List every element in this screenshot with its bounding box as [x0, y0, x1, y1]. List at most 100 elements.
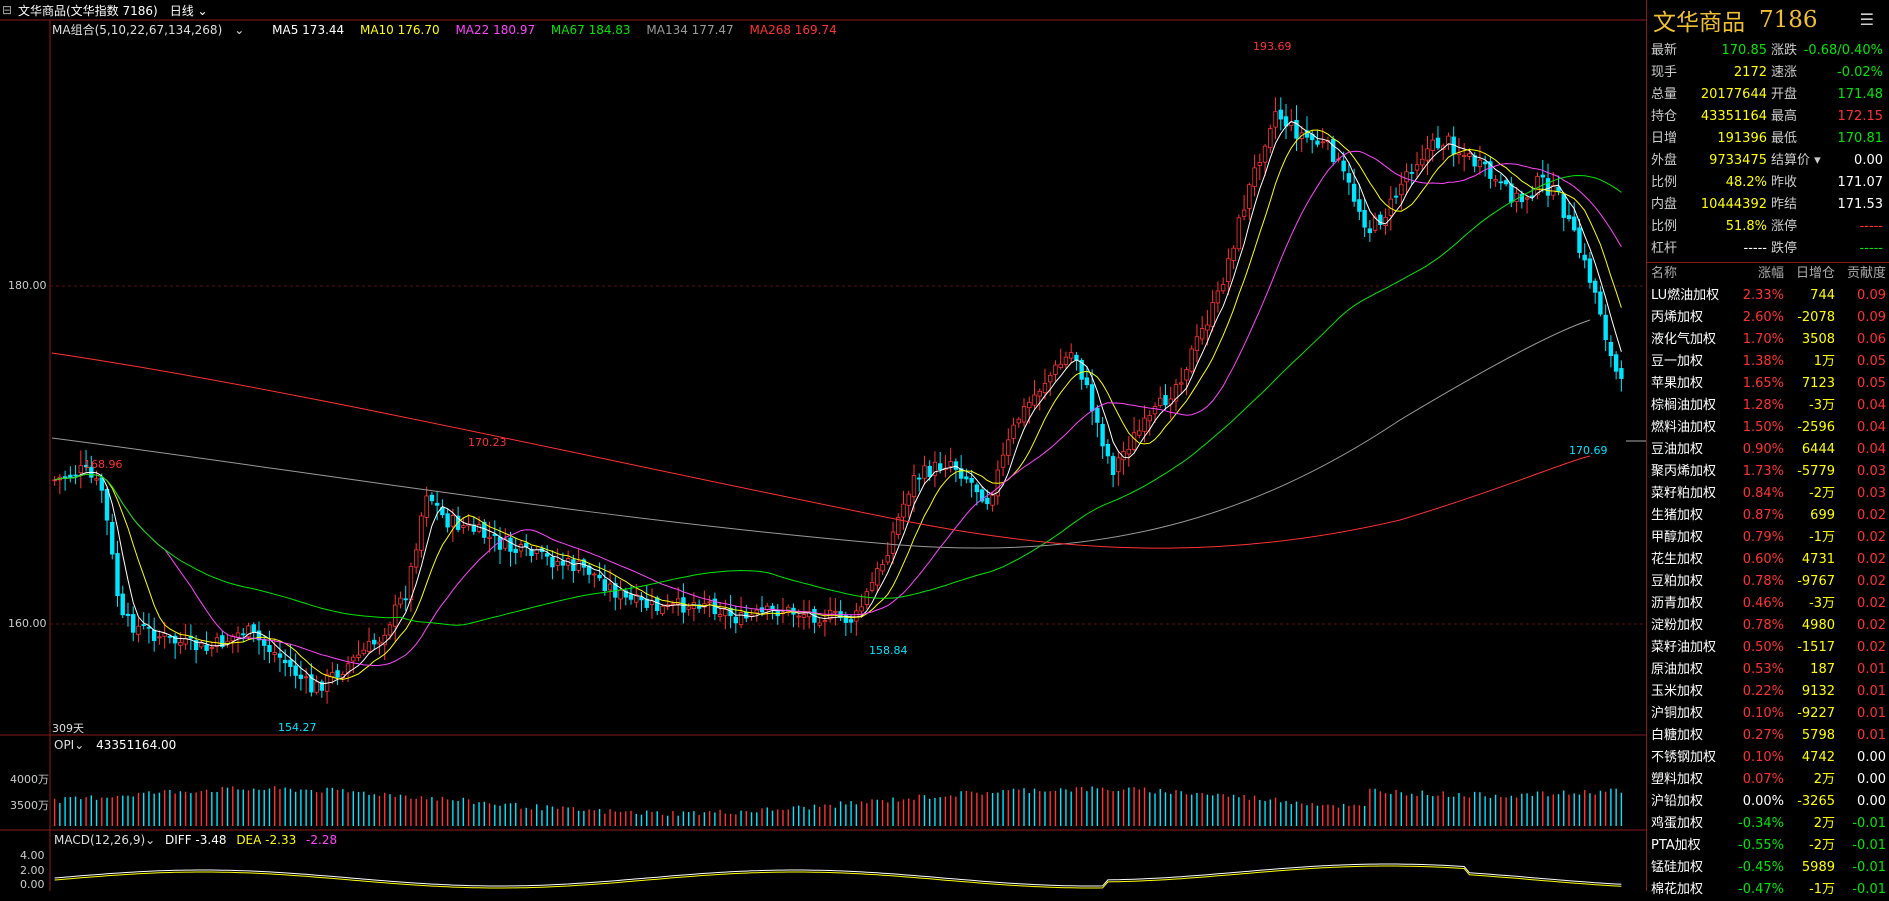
ma-line	[54, 150, 1622, 667]
table-row[interactable]: 玉米加权 0.22% 9132 0.01	[1647, 681, 1889, 703]
table-row[interactable]: 豆油加权 0.90% 6444 0.04	[1647, 439, 1889, 461]
candle-body	[979, 489, 985, 502]
table-row[interactable]: 棕榈油加权 1.28% -3万 0.04	[1647, 395, 1889, 417]
table-row[interactable]: 棉花加权 -0.47% -1万 -0.01	[1647, 879, 1889, 901]
cell-oi-change: -9227	[1797, 706, 1835, 721]
table-row[interactable]: 液化气加权 1.70% 3508 0.06	[1647, 329, 1889, 351]
table-row[interactable]: LU燃油加权 2.33% 744 0.09	[1647, 285, 1889, 307]
table-row[interactable]: 沥青加权 0.46% -3万 0.02	[1647, 593, 1889, 615]
candle-body	[1158, 397, 1163, 406]
cell-change: 0.10%	[1742, 750, 1785, 765]
cell-name: 不锈钢加权	[1651, 750, 1717, 765]
panel-title: 文华商品 7186 ☰	[1647, 0, 1889, 40]
cell-name: 丙烯加权	[1651, 310, 1704, 325]
table-row[interactable]: 豆一加权 1.38% 1万 0.05	[1647, 351, 1889, 373]
cell-name: 棉花加权	[1651, 882, 1704, 897]
candle-body	[801, 614, 807, 618]
table-row[interactable]: 菜籽粕加权 0.84% -2万 0.03	[1647, 483, 1889, 505]
quote-value: 170.85	[1721, 43, 1768, 58]
candle-body	[1540, 174, 1545, 178]
table-row[interactable]: 花生加权 0.60% 4731 0.02	[1647, 549, 1889, 571]
table-row[interactable]: 燃料油加权 1.50% -2596 0.04	[1647, 417, 1889, 439]
macd-params: MACD(12,26,9)	[54, 833, 146, 847]
candle-body	[1572, 216, 1577, 231]
cell-change: 0.79%	[1742, 530, 1785, 545]
candle-body	[953, 461, 959, 470]
candle-body	[717, 614, 723, 618]
period-label: 日线	[169, 3, 194, 18]
candle-body	[309, 674, 314, 693]
cell-contribution: 0.03	[1857, 464, 1886, 479]
period-selector[interactable]: 日线 ⌄	[170, 2, 208, 19]
quote-value: -----	[1859, 241, 1883, 256]
table-row[interactable]: 塑料加权 0.07% 2万 0.00	[1647, 769, 1889, 791]
table-row[interactable]: 丙烯加权 2.60% -2078 0.09	[1647, 307, 1889, 329]
candle-body	[256, 630, 262, 641]
candle-body	[896, 517, 901, 535]
quote-row: 总量 20177644	[1651, 84, 1767, 106]
table-row[interactable]: 菜籽油加权 0.50% -1517 0.02	[1647, 637, 1889, 659]
cell-name: 豆一加权	[1651, 354, 1704, 369]
quote-key: 涨停	[1771, 219, 1798, 234]
table-row[interactable]: 原油加权 0.53% 187 0.01	[1647, 659, 1889, 681]
table-row[interactable]: 沪铅加权 0.00% -3265 0.00	[1647, 791, 1889, 813]
kline-chart-area[interactable]: ⊟ 文华商品(文华指数 7186) 日线 ⌄ MA组合(5,10,22,67,1…	[0, 0, 1646, 891]
cell-contribution: 0.05	[1857, 354, 1886, 369]
col-contribution[interactable]: 贡献度	[1846, 266, 1886, 281]
table-row[interactable]: 沪铜加权 0.10% -9227 0.01	[1647, 703, 1889, 725]
annotation-170-23: 170.23	[468, 436, 507, 449]
quote-value: 20177644	[1700, 87, 1767, 102]
cell-name: 白糖加权	[1651, 728, 1704, 743]
table-row[interactable]: 锰硅加权 -0.45% 5989 -0.01	[1647, 857, 1889, 879]
candle-body	[52, 479, 57, 482]
list-menu-icon[interactable]: ☰	[1859, 10, 1874, 29]
instrument-name: 文华商品	[1653, 10, 1745, 36]
cell-change: 0.27%	[1742, 728, 1785, 743]
table-row[interactable]: 聚丙烯加权 1.73% -5779 0.03	[1647, 461, 1889, 483]
candle-body	[246, 625, 251, 638]
cell-name: 锰硅加权	[1651, 860, 1704, 875]
table-row[interactable]: 不锈钢加权 0.10% 4742 0.00	[1647, 747, 1889, 769]
candle-body	[356, 654, 361, 658]
col-name[interactable]: 名称	[1651, 266, 1678, 281]
col-oi-change[interactable]: 日增仓	[1795, 266, 1835, 281]
candle-body	[555, 561, 560, 566]
candle-body	[1278, 109, 1283, 120]
chart-menu-icon[interactable]: ⊟	[1, 3, 13, 17]
table-row[interactable]: 生猪加权 0.87% 699 0.02	[1647, 505, 1889, 527]
macd-value: -2.28	[306, 833, 338, 847]
opi-tick-1: 4000万	[10, 773, 49, 786]
candle-body	[796, 615, 801, 618]
candle-body	[1226, 258, 1231, 283]
cell-change: 0.53%	[1742, 662, 1785, 677]
col-change[interactable]: 涨幅	[1758, 266, 1785, 281]
candle-body	[1472, 155, 1477, 167]
table-row[interactable]: 苹果加权 1.65% 7123 0.05	[1647, 373, 1889, 395]
candle-body	[1519, 193, 1525, 203]
candle-body	[969, 478, 974, 483]
ma-line	[51, 319, 1591, 549]
candle-body	[623, 590, 628, 598]
table-row[interactable]: 豆粕加权 0.78% -9767 0.02	[1647, 571, 1889, 593]
cell-oi-change: -1517	[1797, 640, 1835, 655]
candlestick-chart	[0, 19, 1646, 891]
ma-group-label[interactable]: MA组合(5,10,22,67,134,268) ⌄	[52, 23, 245, 37]
quote-key: 最新	[1651, 43, 1678, 58]
quote-key: 最低	[1771, 131, 1798, 146]
candle-body	[241, 633, 246, 636]
candle-body	[393, 604, 398, 627]
ma5-label: MA5 173.44	[272, 23, 345, 37]
table-row[interactable]: PTA加权 -0.55% -2万 -0.01	[1647, 835, 1889, 857]
candle-body	[1598, 291, 1603, 315]
candle-body	[738, 612, 744, 625]
candle-body	[251, 624, 256, 633]
table-row[interactable]: 白糖加权 0.27% 5798 0.01	[1647, 725, 1889, 747]
candle-body	[848, 619, 854, 623]
table-row[interactable]: 鸡蛋加权 -0.34% 2万 -0.01	[1647, 813, 1889, 835]
cell-contribution: 0.04	[1857, 442, 1886, 457]
table-row[interactable]: 甲醇加权 0.79% -1万 0.02	[1647, 527, 1889, 549]
candle-body	[1236, 217, 1242, 250]
table-row[interactable]: 淀粉加权 0.78% 4980 0.02	[1647, 615, 1889, 637]
candle-body	[1346, 173, 1352, 183]
quote-key: 杠杆	[1651, 241, 1678, 256]
